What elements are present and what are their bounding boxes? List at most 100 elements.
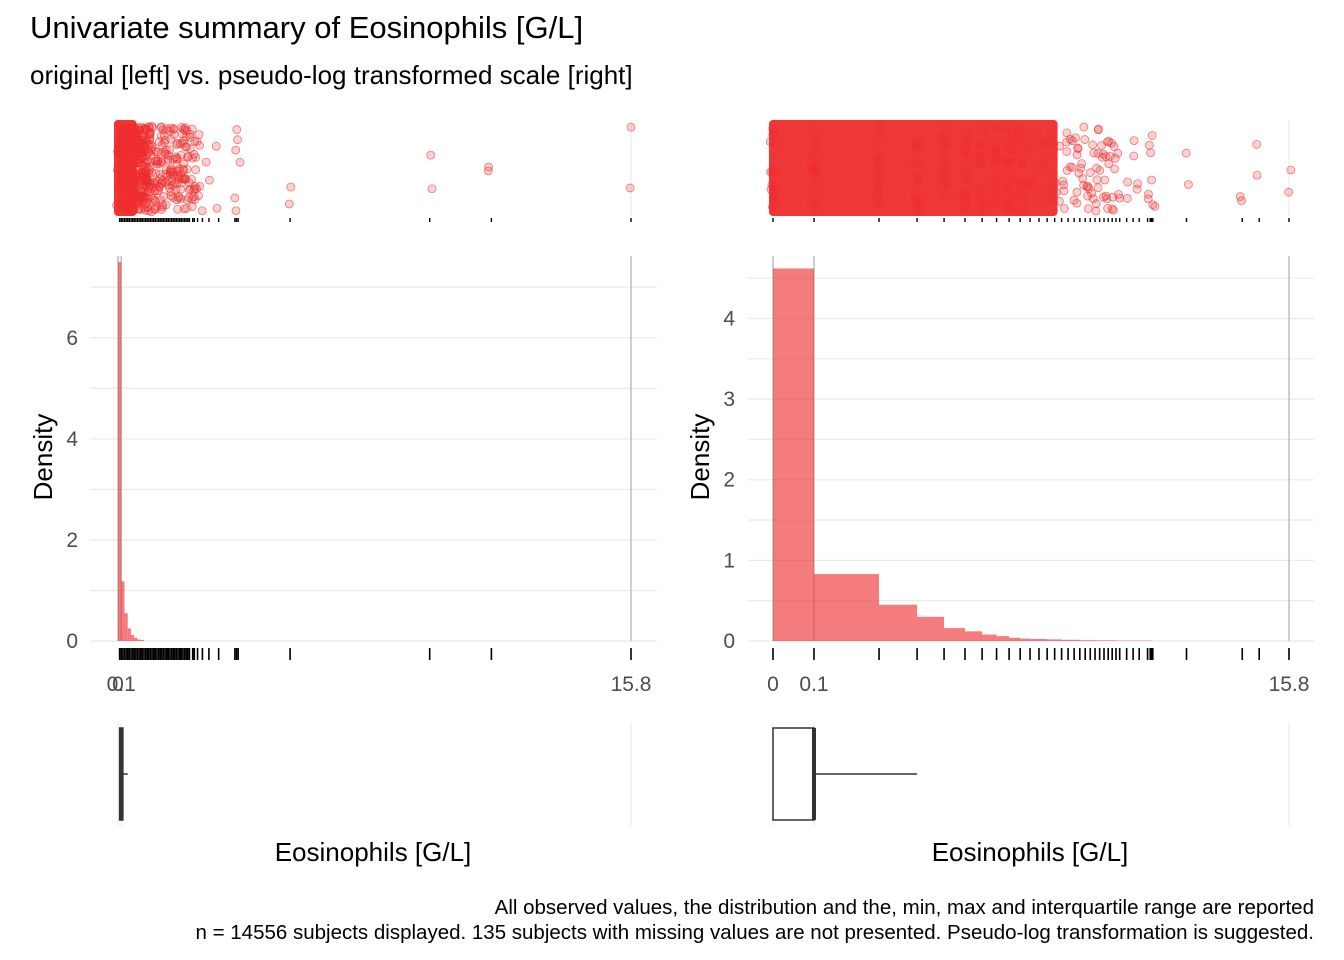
data-point — [191, 165, 201, 175]
data-point — [233, 135, 242, 145]
histogram-bar — [134, 637, 138, 641]
histogram-bar — [118, 262, 122, 641]
histogram-bar — [879, 604, 918, 641]
data-point — [1080, 135, 1090, 144]
data-point — [1073, 143, 1083, 153]
data-point — [153, 186, 162, 196]
data-point — [286, 182, 296, 192]
data-point — [426, 150, 436, 160]
caption: All observed values, the distribution an… — [196, 895, 1314, 945]
y-tick-label: 0 — [723, 630, 735, 653]
data-point — [1076, 163, 1086, 173]
left-grid — [90, 286, 657, 642]
histogram-bar — [121, 581, 125, 641]
data-point — [484, 162, 494, 172]
histogram-bar — [140, 639, 144, 641]
left-reference-lines — [117, 120, 632, 826]
data-point — [1091, 199, 1101, 209]
x-tick-label: 0 — [112, 673, 124, 696]
histogram-bar — [1061, 639, 1080, 641]
dense-points-block — [114, 120, 137, 216]
right-reference-lines — [772, 120, 1290, 826]
data-point — [195, 181, 205, 191]
data-point — [187, 124, 197, 134]
data-point — [194, 130, 204, 139]
data-point — [1085, 168, 1095, 178]
data-point — [1122, 194, 1132, 203]
x-tick-label: 15.8 — [1269, 673, 1310, 696]
data-point — [235, 157, 245, 167]
data-point — [191, 152, 201, 162]
data-point — [1059, 204, 1069, 213]
data-point — [1087, 188, 1096, 198]
histogram-bar — [127, 628, 131, 641]
data-point — [197, 206, 207, 216]
data-point — [1143, 194, 1153, 204]
data-point — [1107, 138, 1116, 148]
data-point — [166, 134, 176, 144]
right-boxplot — [772, 727, 918, 821]
data-point — [159, 192, 169, 201]
data-point — [1150, 201, 1160, 211]
data-point — [1252, 140, 1262, 149]
data-point — [205, 175, 214, 185]
y-tick-label: 2 — [66, 529, 78, 552]
y-tick-label: 4 — [723, 307, 735, 330]
histogram-bar — [1009, 637, 1021, 641]
data-point — [173, 204, 182, 214]
left-jitter-points — [112, 120, 636, 217]
histogram-bar — [1030, 638, 1048, 641]
right-rug — [772, 648, 1290, 660]
left-boxplot — [118, 727, 128, 821]
data-point — [1129, 136, 1139, 146]
data-point — [1147, 175, 1156, 185]
histogram-bar — [996, 636, 1010, 641]
histogram-bar — [982, 634, 997, 641]
data-point — [169, 125, 178, 134]
data-point — [1093, 183, 1103, 193]
histogram-bar — [1020, 638, 1031, 641]
x-tick-label: 0 — [767, 673, 779, 696]
data-point — [284, 199, 294, 209]
data-point — [1132, 184, 1142, 194]
histogram-bar — [773, 268, 814, 641]
left-top-rug — [118, 218, 632, 222]
histogram-bar — [1047, 639, 1062, 641]
data-point — [1062, 147, 1072, 156]
data-point — [1093, 124, 1103, 134]
right-x-tick-labels: 0 0.1 15.8 — [767, 673, 1309, 696]
data-point — [1058, 176, 1068, 186]
data-point — [1072, 198, 1082, 208]
data-point — [1115, 193, 1124, 203]
data-point — [176, 150, 186, 160]
data-point — [185, 129, 195, 139]
data-point — [156, 195, 165, 205]
y-tick-label: 6 — [66, 327, 78, 350]
data-point — [194, 191, 203, 200]
right-jitter-points — [765, 120, 1296, 216]
data-point — [1113, 148, 1123, 158]
right-y-tick-labels: 0 1 2 3 4 — [723, 307, 735, 653]
data-point — [1077, 159, 1087, 169]
y-tick-label: 0 — [66, 630, 78, 653]
histogram-bar — [130, 634, 135, 641]
data-point — [1105, 151, 1115, 161]
data-point — [195, 141, 204, 150]
left-x-axis-title: Eosinophils [G/L] — [275, 837, 472, 867]
data-point — [231, 206, 241, 216]
data-point — [1109, 205, 1118, 215]
caption-line-1: All observed values, the distribution an… — [494, 896, 1314, 919]
data-point — [1095, 166, 1105, 175]
data-point — [1072, 187, 1082, 197]
data-point — [1147, 131, 1157, 140]
x-tick-label: 0.1 — [107, 673, 136, 696]
data-point — [1286, 165, 1296, 175]
right-panel: 0 1 2 3 4 0 0.1 15.8 Density Eosinophils [G/L] — [685, 120, 1314, 867]
left-y-axis-title: Density — [28, 414, 58, 501]
data-point — [1067, 162, 1077, 172]
data-point — [139, 192, 149, 202]
data-point — [1088, 194, 1098, 204]
data-point — [1237, 196, 1246, 206]
